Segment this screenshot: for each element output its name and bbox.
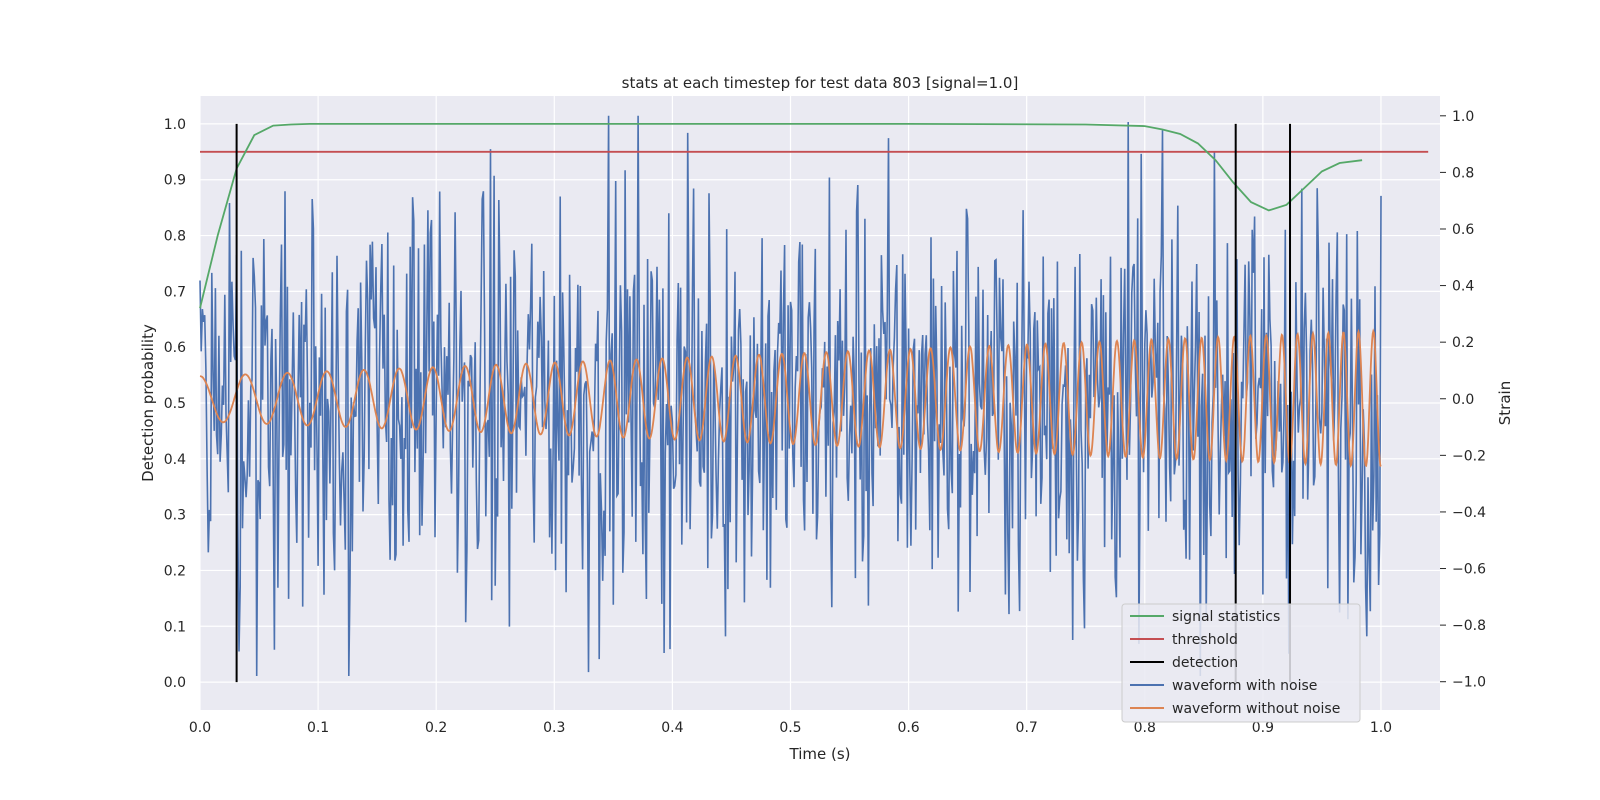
x-tick-label: 0.3 bbox=[543, 720, 565, 736]
legend-item-waveform-with-noise: waveform with noise bbox=[1130, 678, 1317, 694]
x-tick-label: 0.9 bbox=[1252, 720, 1274, 736]
legend-box bbox=[1121, 603, 1361, 723]
legend-label-threshold: threshold bbox=[1172, 632, 1238, 648]
legend-label-detection: detection bbox=[1172, 655, 1238, 671]
series-waveform-without-noise bbox=[199, 328, 1382, 468]
x-tick-label: 0.1 bbox=[307, 720, 329, 736]
legend-label-signal-statistics: signal statistics bbox=[1172, 609, 1280, 625]
legend-item-detection: detection bbox=[1130, 655, 1238, 671]
y-left-tick-label: 0.3 bbox=[164, 508, 186, 524]
y-right-axis-label: Strain bbox=[1496, 381, 1514, 425]
y-left-tick-label: 0.4 bbox=[164, 452, 186, 468]
y-right-tick-label: −1.0 bbox=[1452, 675, 1486, 691]
x-axis-label: Time (s) bbox=[789, 745, 851, 763]
x-tick-label: 0.4 bbox=[661, 720, 683, 736]
x-tick-label: 0.5 bbox=[779, 720, 801, 736]
y-left-tick-label: 0.2 bbox=[164, 563, 186, 579]
y-right-tick-label: −0.4 bbox=[1452, 505, 1486, 521]
y-left-tick-label: 0.8 bbox=[164, 229, 186, 245]
y-right-tick-label: 1.0 bbox=[1452, 109, 1474, 125]
y-right-tick-label: 0.0 bbox=[1452, 392, 1474, 408]
x-tick-label: 0.6 bbox=[897, 720, 919, 736]
y-right-tick-label: −0.8 bbox=[1452, 618, 1486, 634]
y-left-tick-label: 0.6 bbox=[164, 340, 186, 356]
y-left-tick-label: 0.0 bbox=[164, 675, 186, 691]
legend-item-waveform-without-noise: waveform without noise bbox=[1130, 701, 1340, 717]
y-right-axis-ticks: −1.0 −0.8 −0.6 −0.4 −0.2 0.0 0.2 0.4 0.6 0.8 1.0 bbox=[1440, 109, 1486, 691]
y-left-axis-label: Detection probability bbox=[139, 324, 157, 482]
y-left-tick-label: 0.1 bbox=[164, 619, 186, 635]
legend: signal statistics threshold detection wa… bbox=[1121, 603, 1361, 723]
x-tick-label: 0.8 bbox=[1134, 720, 1156, 736]
y-left-tick-label: 0.5 bbox=[164, 396, 186, 412]
y-right-tick-label: −0.2 bbox=[1452, 448, 1486, 464]
legend-item-threshold: threshold bbox=[1130, 632, 1238, 648]
x-axis-ticks: 0.0 0.1 0.2 0.3 0.4 0.5 0.6 0.7 0.8 0.9 1.0 bbox=[189, 720, 1392, 736]
x-tick-label: 0.2 bbox=[425, 720, 447, 736]
series-waveform-with-noise bbox=[199, 115, 1382, 677]
y-right-tick-label: −0.6 bbox=[1452, 562, 1486, 578]
chart-title: stats at each timestep for test data 803… bbox=[622, 74, 1019, 92]
y-right-tick-label: 0.4 bbox=[1452, 279, 1474, 295]
legend-label-waveform-with-noise: waveform with noise bbox=[1172, 678, 1317, 694]
y-left-tick-label: 0.9 bbox=[164, 173, 186, 189]
x-tick-label: 0.7 bbox=[1016, 720, 1038, 736]
y-left-tick-label: 1.0 bbox=[164, 117, 186, 133]
x-tick-label: 1.0 bbox=[1370, 720, 1392, 736]
x-tick-label: 0.0 bbox=[189, 720, 211, 736]
series-layer bbox=[199, 115, 1429, 683]
y-right-tick-label: 0.2 bbox=[1452, 335, 1474, 351]
y-right-tick-label: 0.8 bbox=[1452, 165, 1474, 181]
legend-label-waveform-without-noise: waveform without noise bbox=[1172, 701, 1340, 717]
legend-item-signal-statistics: signal statistics bbox=[1130, 609, 1280, 625]
y-left-tick-label: 0.7 bbox=[164, 284, 186, 300]
y-right-tick-label: 0.6 bbox=[1452, 222, 1474, 238]
y-left-axis-ticks: 0.0 0.1 0.2 0.3 0.4 0.5 0.6 0.7 0.8 0.9 1.0 bbox=[164, 117, 186, 691]
